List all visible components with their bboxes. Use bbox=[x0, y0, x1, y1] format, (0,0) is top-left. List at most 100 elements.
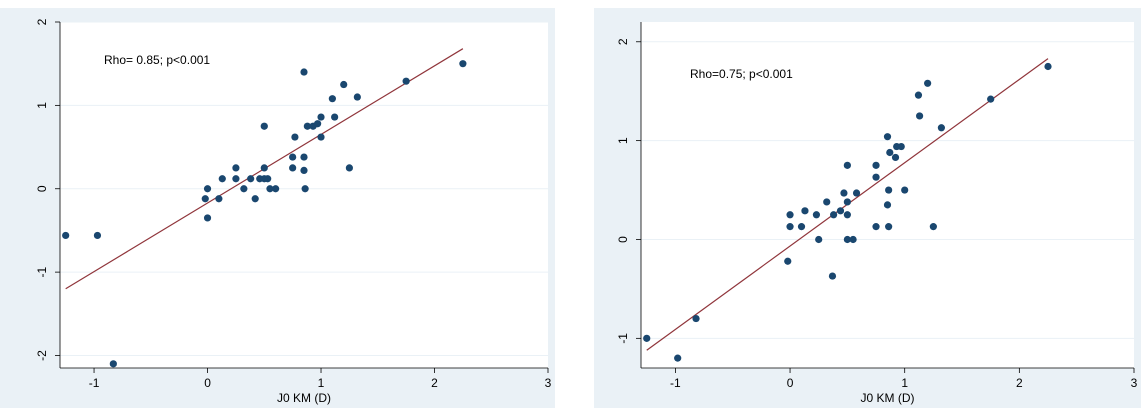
data-point-33 bbox=[331, 113, 339, 121]
data-point-8 bbox=[812, 211, 821, 219]
data-point-11 bbox=[247, 175, 255, 183]
data-point-21 bbox=[289, 153, 297, 161]
data-point-28 bbox=[886, 148, 894, 157]
x-tick-label-4: 3 bbox=[1131, 376, 1138, 390]
data-point-2 bbox=[109, 360, 117, 368]
data-point-30 bbox=[317, 113, 325, 121]
data-point-10 bbox=[240, 185, 248, 193]
data-point-38 bbox=[459, 60, 467, 68]
plot-area bbox=[641, 22, 1134, 368]
data-point-23 bbox=[872, 223, 880, 231]
data-point-1 bbox=[674, 354, 682, 362]
data-point-29 bbox=[891, 153, 900, 162]
data-point-31 bbox=[317, 133, 325, 141]
data-point-37 bbox=[937, 124, 945, 132]
y-tick-label-0: -2 bbox=[35, 350, 49, 361]
x-tick-label-0: -1 bbox=[89, 376, 100, 390]
data-point-19 bbox=[272, 185, 280, 193]
chart-panel-right: -1 0 1 2 -1 0 1 2 3 J0 KM (D) Rho=0.75; p<0.001 bbox=[594, 8, 1141, 408]
chart-panel-left: -2 -1 0 1 2 -1 0 1 2 3 J0 KM (D) Rho= 0.85; p<0.001 bbox=[0, 8, 555, 408]
scatter-chart-left: -2 -1 0 1 2 -1 0 1 2 3 J0 KM (D) Rho= 0.85; p<0.001 bbox=[35, 18, 552, 405]
data-point-19 bbox=[849, 235, 857, 244]
data-point-24 bbox=[883, 133, 892, 141]
x-axis-title: J0 KM (D) bbox=[861, 391, 915, 405]
data-point-37 bbox=[402, 77, 410, 85]
data-point-2 bbox=[692, 314, 700, 323]
data-point-11 bbox=[828, 272, 837, 280]
data-point-4 bbox=[203, 185, 212, 193]
data-point-14 bbox=[840, 189, 848, 197]
data-point-6 bbox=[215, 195, 223, 203]
data-point-21 bbox=[872, 173, 880, 181]
y-tick-label-1: 0 bbox=[616, 236, 630, 243]
x-tick-label-2: 1 bbox=[901, 376, 908, 390]
data-point-9 bbox=[815, 235, 823, 244]
data-point-10 bbox=[823, 198, 831, 206]
x-tick-label-1: 0 bbox=[787, 376, 794, 390]
data-point-16 bbox=[260, 122, 268, 130]
x-tick-label-3: 2 bbox=[1016, 376, 1023, 390]
data-point-7 bbox=[801, 207, 809, 215]
data-point-38 bbox=[987, 95, 995, 103]
data-point-35 bbox=[924, 79, 932, 87]
data-point-24 bbox=[300, 166, 308, 175]
data-point-27 bbox=[885, 223, 893, 231]
data-point-32 bbox=[328, 95, 336, 103]
x-tick-label-0: -1 bbox=[670, 376, 681, 390]
data-point-25 bbox=[301, 185, 309, 193]
data-point-15 bbox=[843, 161, 851, 169]
correlation-annotation: Rho=0.75; p<0.001 bbox=[690, 67, 793, 81]
data-point-20 bbox=[289, 164, 297, 172]
data-point-0 bbox=[643, 334, 651, 342]
data-point-5 bbox=[203, 214, 212, 222]
data-point-36 bbox=[929, 223, 937, 231]
y-tick-label-2: 1 bbox=[616, 137, 630, 144]
data-point-35 bbox=[345, 164, 353, 172]
data-point-16 bbox=[843, 211, 851, 219]
x-tick-label-1: 0 bbox=[204, 376, 211, 390]
x-tick-label-4: 3 bbox=[545, 376, 552, 390]
data-point-33 bbox=[914, 91, 923, 99]
data-point-3 bbox=[784, 257, 792, 265]
data-point-14 bbox=[260, 164, 268, 172]
data-point-0 bbox=[62, 231, 70, 240]
data-point-34 bbox=[916, 112, 924, 120]
correlation-annotation: Rho= 0.85; p<0.001 bbox=[104, 53, 210, 67]
data-point-6 bbox=[797, 223, 806, 231]
x-axis-title: J0 KM (D) bbox=[277, 391, 331, 405]
data-point-26 bbox=[303, 122, 312, 130]
data-point-12 bbox=[830, 211, 838, 219]
data-point-32 bbox=[901, 186, 909, 194]
data-point-22 bbox=[872, 161, 880, 169]
data-point-29 bbox=[314, 120, 322, 128]
y-tick-label-2: 0 bbox=[35, 185, 49, 192]
y-tick-label-3: 1 bbox=[35, 102, 49, 109]
data-point-26 bbox=[885, 186, 893, 194]
x-tick-label-3: 2 bbox=[431, 376, 438, 390]
data-point-17 bbox=[264, 175, 272, 183]
y-tick-label-3: 2 bbox=[616, 38, 630, 45]
scatter-chart-right: -1 0 1 2 -1 0 1 2 3 J0 KM (D) Rho=0.75; p<0.001 bbox=[616, 22, 1138, 405]
data-point-9 bbox=[232, 164, 240, 172]
data-point-20 bbox=[852, 189, 861, 197]
y-tick-label-4: 2 bbox=[35, 18, 49, 25]
data-point-12 bbox=[251, 195, 259, 203]
data-point-13 bbox=[836, 207, 845, 215]
data-point-1 bbox=[93, 231, 102, 240]
data-point-5 bbox=[786, 223, 794, 231]
data-point-23 bbox=[300, 153, 308, 161]
data-point-34 bbox=[340, 80, 348, 89]
data-point-22 bbox=[291, 133, 299, 141]
data-point-31 bbox=[897, 142, 905, 151]
data-point-3 bbox=[201, 195, 209, 203]
data-point-7 bbox=[218, 175, 226, 183]
data-point-18 bbox=[843, 235, 851, 244]
data-point-27 bbox=[300, 68, 308, 76]
y-tick-label-1: -1 bbox=[35, 266, 49, 277]
y-tick-label-0: -1 bbox=[616, 333, 630, 344]
data-point-36 bbox=[353, 93, 361, 101]
data-point-17 bbox=[843, 198, 851, 206]
data-point-18 bbox=[266, 185, 274, 193]
data-point-8 bbox=[232, 175, 240, 183]
data-point-4 bbox=[786, 211, 794, 219]
